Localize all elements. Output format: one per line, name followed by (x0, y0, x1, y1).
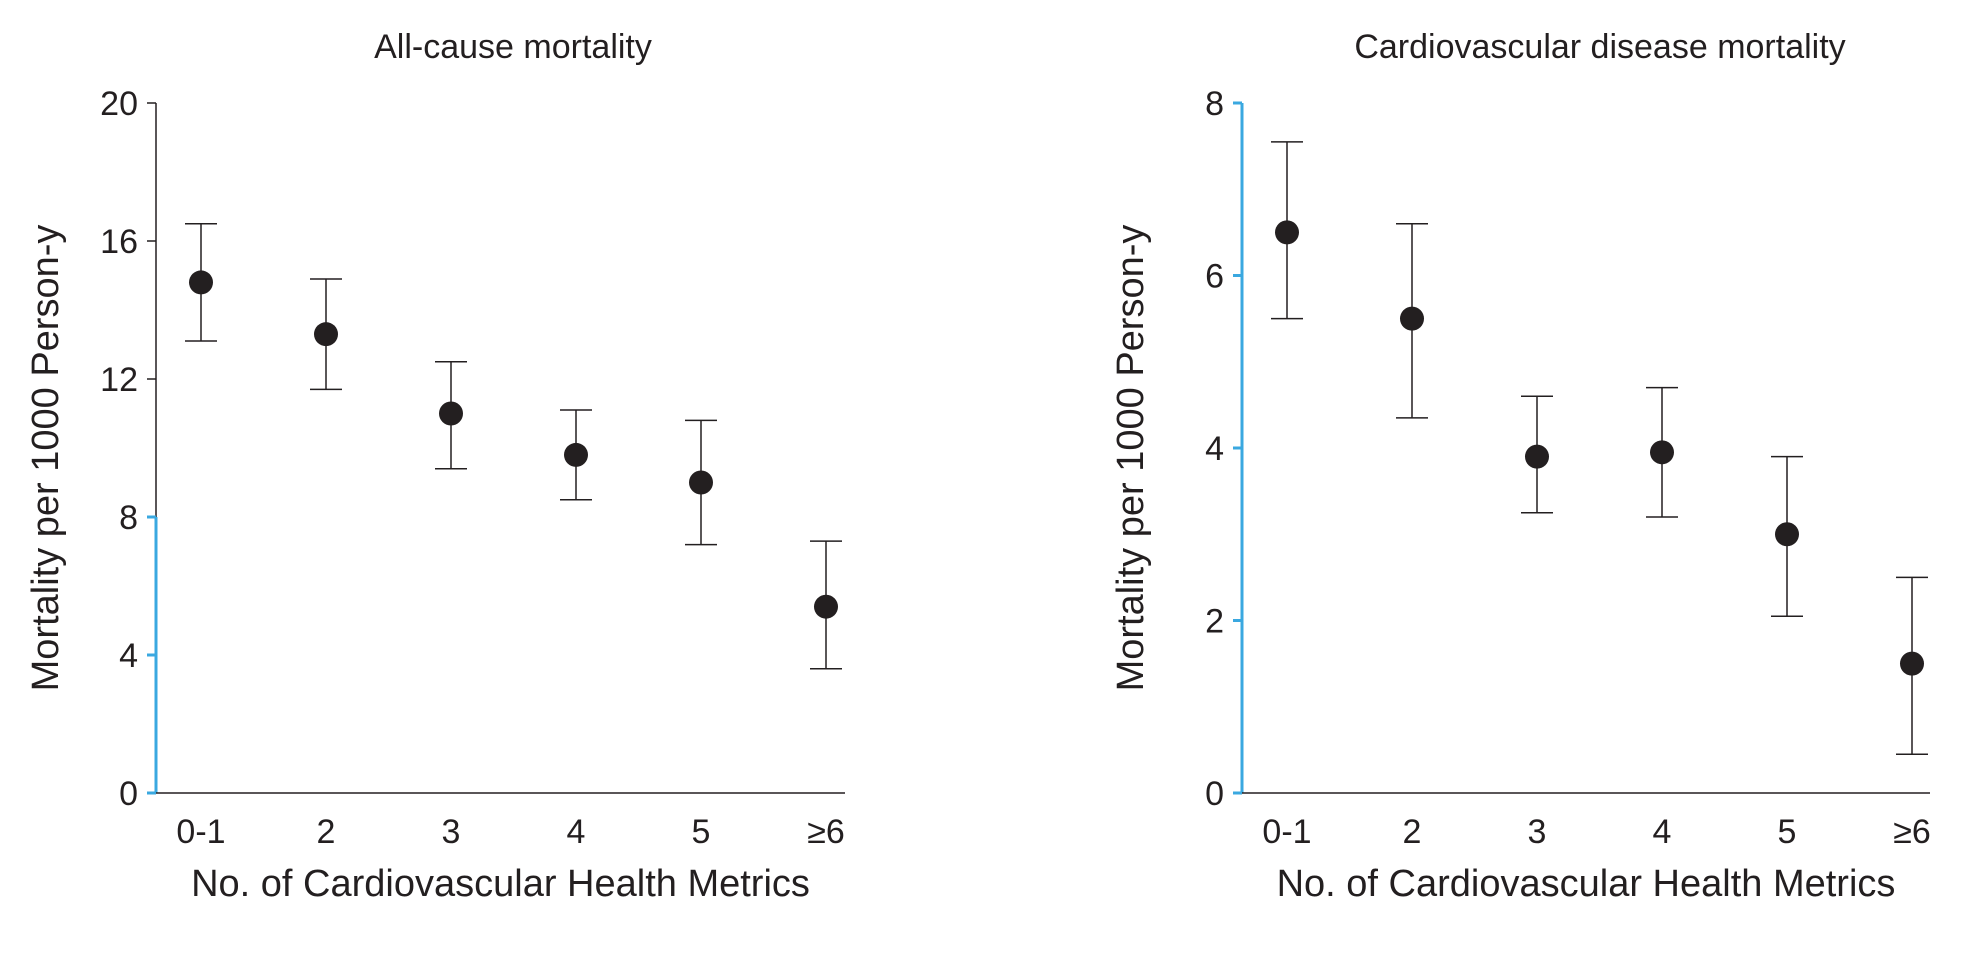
y-tick-label: 20 (100, 85, 138, 123)
y-tick-label: 8 (119, 499, 138, 537)
data-point (564, 442, 588, 467)
y-tick-label: 0 (119, 775, 138, 813)
x-tick-label: 3 (442, 813, 461, 851)
data-point (1775, 522, 1799, 547)
data-point (439, 401, 463, 426)
data-point (1900, 651, 1924, 676)
data-point (1650, 440, 1674, 465)
chart-title: Cardiovascular disease mortality (1354, 28, 1845, 66)
y-tick-label: 4 (119, 637, 138, 675)
chart-title: All-cause mortality (374, 28, 652, 66)
x-tick-label: 5 (1778, 813, 1797, 851)
x-tick-label: ≥6 (807, 813, 845, 851)
x-tick-label: 2 (1403, 813, 1422, 851)
x-axis-label: No. of Cardiovascular Health Metrics (191, 863, 810, 905)
y-tick-label: 0 (1205, 775, 1224, 813)
x-tick-label: 0-1 (1262, 813, 1311, 851)
data-point (1400, 306, 1424, 331)
y-tick-label: 16 (100, 223, 138, 261)
y-tick-label: 2 (1205, 603, 1224, 641)
data-point (1525, 444, 1549, 469)
data-point (189, 270, 213, 295)
y-axis-label: Mortality per 1000 Person-y (25, 225, 67, 692)
x-tick-label: ≥6 (1893, 813, 1931, 851)
x-tick-label: 4 (567, 813, 586, 851)
x-axis-label: No. of Cardiovascular Health Metrics (1277, 863, 1896, 905)
x-tick-label: 3 (1528, 813, 1547, 851)
x-tick-label: 2 (317, 813, 336, 851)
x-tick-label: 5 (692, 813, 711, 851)
y-tick-label: 12 (100, 361, 138, 399)
y-tick-label: 8 (1205, 85, 1224, 123)
y-axis-label: Mortality per 1000 Person-y (1110, 225, 1152, 692)
data-point (689, 470, 713, 495)
chart-2: Cardiovascular disease mortality 0 2 4 6 8 0-1… (1110, 28, 1931, 905)
data-point (314, 322, 338, 347)
x-tick-label: 0-1 (176, 813, 225, 851)
chart-1: All-cause mortality 0 4 8 12 16 20 0-1 2 3 4 5 ≥6 No.… (25, 28, 845, 905)
x-tick-label: 4 (1653, 813, 1672, 851)
y-tick-label: 4 (1205, 430, 1224, 468)
y-tick-label: 6 (1205, 258, 1224, 296)
data-point (1275, 220, 1299, 245)
data-point (814, 594, 838, 619)
